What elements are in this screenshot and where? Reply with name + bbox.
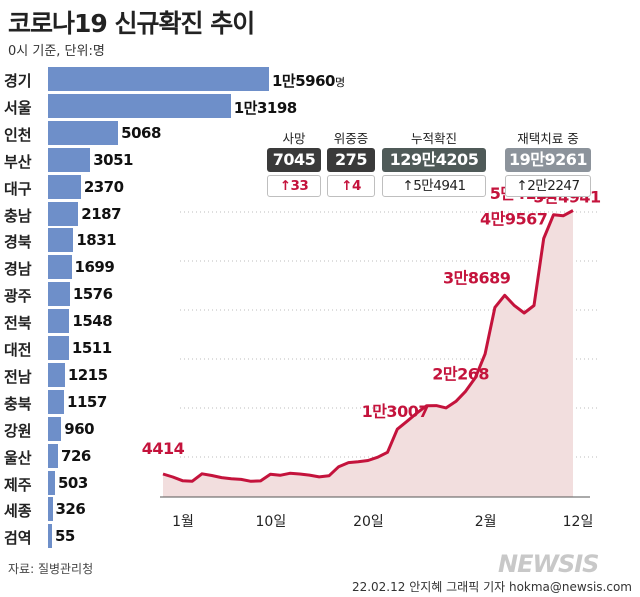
bar-region-label: 인천	[4, 125, 32, 144]
bar	[48, 309, 70, 334]
summary-label: 위중증	[333, 131, 369, 146]
bar-region-label: 강원	[4, 421, 32, 440]
x-tick-label: 12일	[563, 514, 594, 530]
x-tick-label: 2월	[475, 514, 497, 530]
bar-region-label: 서울	[4, 98, 32, 117]
bar	[48, 524, 52, 549]
summary-value: 19만9261	[505, 148, 591, 172]
summary-value: 275	[327, 148, 375, 172]
bar-region-label: 충북	[4, 394, 32, 413]
bar	[48, 120, 119, 145]
bar-region-label: 경남	[4, 260, 32, 279]
bar	[48, 174, 81, 199]
series-line	[162, 209, 574, 483]
data-label: 3만8689	[443, 268, 511, 287]
bar	[48, 443, 59, 468]
bar	[48, 255, 72, 280]
bar-value-label: 960	[64, 419, 95, 438]
bar	[48, 362, 65, 387]
data-label: 4만9567	[480, 210, 547, 229]
x-tick-label: 20일	[353, 514, 384, 530]
x-tick-label: 1월	[172, 514, 194, 530]
bar-region-label: 제주	[4, 475, 32, 494]
bar-value-label: 5068	[121, 123, 161, 142]
bar-unit: 명	[335, 76, 345, 89]
bar-value-label: 1511	[71, 339, 112, 357]
up-arrow-icon: ↑	[402, 178, 414, 194]
source-note: 자료: 질병관리청	[8, 562, 94, 576]
bar-value-label: 1699	[74, 258, 115, 277]
bar-value-label: 3051	[93, 150, 133, 169]
summary-change: ↑2만2247	[505, 175, 591, 197]
bar-value-label: 1215	[67, 365, 108, 384]
bar-region-label: 경기	[4, 72, 32, 90]
summary-change-value: 33	[290, 178, 309, 194]
up-arrow-icon: ↑	[341, 178, 352, 194]
bar-region-label: 전북	[4, 314, 32, 333]
bar	[48, 201, 79, 226]
summary-item: 사망 7045 ↑33	[267, 130, 321, 197]
bar	[48, 497, 53, 522]
bar-region-label: 충남	[4, 206, 32, 225]
bar	[48, 93, 231, 118]
bar-region-label: 전남	[4, 367, 32, 386]
summary-label: 사망	[282, 131, 306, 146]
bar-value-label: 1576	[72, 285, 113, 304]
up-arrow-icon: ↑	[516, 178, 528, 194]
bar-value-label: 1548	[72, 312, 113, 331]
summary-change: ↑4	[327, 175, 375, 197]
bar-value-label: 1831	[76, 231, 117, 250]
bar-value-label: 1만5960명	[272, 72, 345, 90]
summary-change-value: 2만2247	[527, 178, 580, 194]
bar	[48, 416, 62, 441]
summary-label: 누적확진	[410, 131, 457, 146]
bar	[48, 228, 74, 253]
bar	[48, 67, 269, 91]
bar-region-label: 광주	[4, 287, 32, 306]
summary-item: 누적확진 129만4205 ↑5만4941	[382, 130, 486, 197]
subtitle: 0시 기준, 단위:명	[8, 44, 105, 59]
summary-value: 7045	[267, 148, 321, 172]
summary-change: ↑33	[267, 175, 321, 197]
data-label: 4414	[142, 439, 185, 458]
series-area	[163, 210, 573, 497]
summary-change-value: 4	[351, 178, 361, 194]
summary-item: 위중증 275 ↑4	[327, 130, 375, 197]
data-label: 1만3007	[362, 402, 429, 421]
newsis-watermark: NEWSIS	[498, 550, 599, 578]
bar	[48, 389, 65, 414]
summary-label: 재택치료 중	[517, 131, 579, 146]
bar-value-label: 2187	[81, 204, 122, 223]
page-title: 코로나19 신규확진 추이	[8, 9, 255, 38]
bar-region-label: 대구	[4, 179, 32, 198]
bar-value-label: 503	[57, 473, 88, 492]
data-label: 2만268	[432, 364, 489, 383]
summary-change: ↑5만4941	[382, 175, 486, 197]
bar-region-label: 대전	[4, 341, 32, 359]
bar-value-label: 326	[55, 500, 86, 519]
bar	[48, 147, 91, 172]
bar-value-label: 1만3198	[233, 98, 298, 117]
bar-region-label: 울산	[4, 448, 32, 467]
bar-region-label: 세종	[4, 502, 32, 521]
bar	[48, 282, 70, 307]
bar-region-label: 검역	[4, 529, 32, 548]
bar-value-label: 1157	[67, 392, 107, 411]
bar-value-label: 726	[61, 446, 91, 465]
summary-item: 재택치료 중 19만9261 ↑2만2247	[505, 130, 591, 197]
bar	[48, 470, 55, 495]
bar-value-label: 55	[55, 527, 75, 546]
bar-value-label: 2370	[83, 177, 124, 196]
bar-region-label: 부산	[4, 152, 32, 171]
up-arrow-icon: ↑	[279, 178, 291, 194]
summary-change-value: 5만4941	[413, 178, 466, 194]
x-tick-label: 10일	[256, 514, 287, 530]
bar-region-label: 경북	[4, 233, 32, 252]
summary-value: 129만4205	[382, 148, 486, 172]
bar	[48, 336, 69, 360]
credit-line: 22.02.12 안지혜 그래픽 기자 hokma@newsis.com	[351, 580, 632, 594]
